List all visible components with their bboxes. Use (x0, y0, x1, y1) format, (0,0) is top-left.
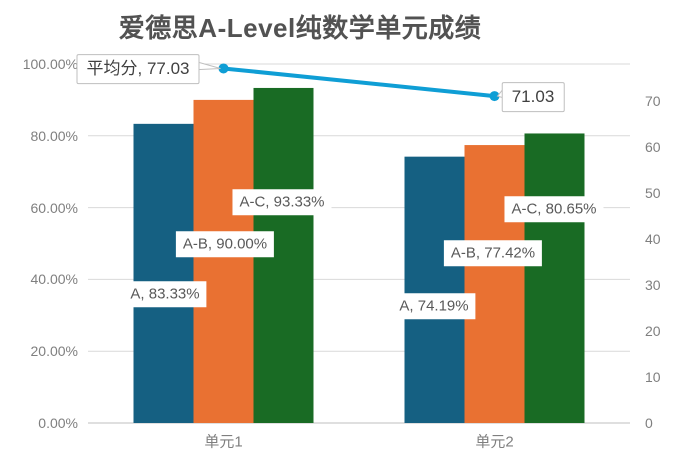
bar-A-B-单元2 (464, 145, 525, 423)
left-axis-tick-label: 20.00% (30, 343, 78, 360)
right-axis-tick-label: 0 (645, 415, 653, 431)
average-score-line (221, 66, 497, 99)
bar-A-B-单元1 (193, 99, 254, 424)
right-axis-tick-label: 30 (645, 276, 661, 293)
left-axis-tick-label: 40.00% (30, 271, 78, 288)
data-label-A-C-单元2: A-C, 80.65% (504, 196, 604, 222)
bar-A-C-单元2 (524, 133, 585, 424)
line-data-callout-单元2: 71.03 (501, 82, 565, 112)
left-axis-tick-label: 80.00% (30, 127, 78, 144)
x-axis-category-单元1: 单元1 (204, 433, 243, 451)
bar-A-单元1 (133, 123, 194, 423)
right-axis-tick-label: 10 (645, 368, 661, 385)
average-score-marker-单元2 (489, 91, 500, 102)
right-axis-tick-label: 40 (645, 230, 661, 247)
data-label-A-单元1: A, 83.33% (123, 281, 207, 307)
right-axis-tick-label: 50 (645, 184, 661, 201)
right-axis-tick-label: 70 (645, 92, 661, 109)
bar-A-单元2 (404, 156, 465, 423)
data-label-A-C-单元1: A-C, 93.33% (232, 189, 332, 215)
average-score-marker-单元1 (218, 63, 229, 74)
data-label-A-B-单元2: A-B, 77.42% (443, 240, 543, 266)
left-axis-tick-label: 0.00% (38, 415, 78, 431)
line-data-callout-单元1: 平均分, 77.03 (76, 54, 200, 84)
left-axis-tick-label: 100.00% (22, 56, 78, 72)
chart-title: 爱德思A-Level纯数学单元成绩 (118, 13, 482, 43)
right-axis-tick-label: 20 (645, 322, 661, 339)
data-label-A-单元2: A, 74.19% (392, 293, 476, 319)
right-axis-tick-label: 60 (645, 138, 661, 155)
x-axis-category-单元2: 单元2 (475, 433, 514, 451)
left-axis-tick-label: 60.00% (30, 199, 78, 216)
data-label-A-B-单元1: A-B, 90.00% (175, 231, 275, 257)
